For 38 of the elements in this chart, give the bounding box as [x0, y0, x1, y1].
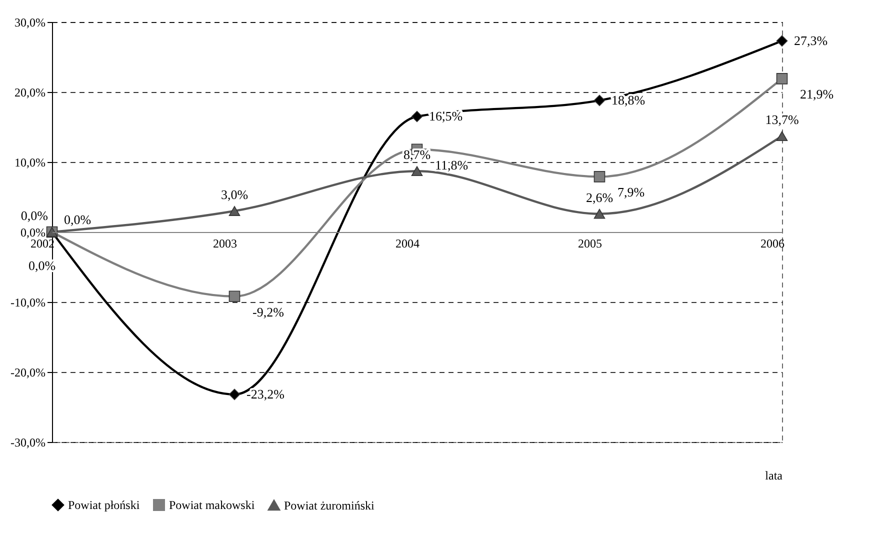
y-tick-label: -10,0%: [10, 296, 46, 310]
point: [411, 166, 423, 176]
point: [594, 171, 606, 182]
data-label: -23,2%: [246, 386, 285, 402]
y-tick-label: 0,0%: [20, 226, 46, 240]
data-label: 2,6%: [586, 190, 614, 205]
point: [776, 131, 788, 142]
y-tick-label: 10,0%: [14, 156, 46, 170]
y-tick-label: -20,0%: [10, 366, 46, 380]
data-label: 13,7%: [765, 112, 799, 128]
point: [228, 206, 240, 216]
point: [594, 208, 606, 219]
x-tick-label: 2006: [760, 236, 784, 250]
point: [411, 110, 423, 122]
data-label: 18,8%: [612, 92, 646, 108]
point: [776, 35, 788, 47]
x-tick-label: 2005: [578, 236, 602, 250]
data-label: 21,9%: [800, 86, 834, 102]
point: [228, 388, 240, 400]
point: [228, 290, 240, 302]
x-tick-label: 2004: [396, 236, 420, 250]
legend-label: Powiat żuromiński: [284, 498, 375, 512]
y-tick-label: 20,0%: [14, 86, 46, 100]
data-label: 7,9%: [618, 184, 645, 200]
y-tick-label: 30,0%: [14, 16, 46, 30]
point: [594, 94, 606, 106]
legend-label: Powiat płoński: [68, 498, 140, 512]
legend-label: Powiat makowski: [169, 498, 256, 512]
data-label: -9,2%: [252, 304, 284, 320]
data-label: 8,7%: [403, 147, 431, 162]
x-axis-title: lata: [765, 468, 784, 482]
x-tick-label: 2003: [213, 236, 237, 250]
data-label: 27,3%: [794, 32, 828, 48]
data-label: 11,8%: [435, 157, 468, 172]
data-label: 3,0%: [220, 187, 248, 202]
y-tick-label: -30,0%: [10, 436, 46, 450]
point: [776, 73, 788, 84]
data-label: 0,0%: [64, 212, 92, 227]
